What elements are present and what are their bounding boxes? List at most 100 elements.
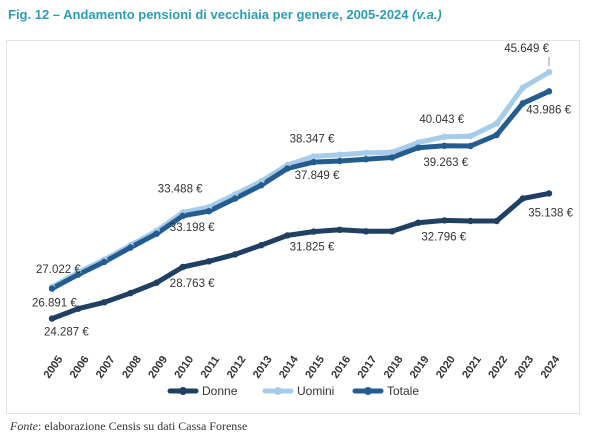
data-point-uomini-2021 (467, 133, 474, 140)
data-point-totale-2014 (284, 165, 291, 172)
data-label-donne-2020: 32.796 € (421, 231, 466, 243)
data-point-totale-2013 (258, 182, 265, 189)
legend-label-donne: Donne (202, 384, 238, 398)
x-tick-label-2023: 2023 (512, 354, 536, 381)
data-point-uomini-2024 (545, 68, 553, 76)
legend-item-uomini: Uomini (262, 384, 334, 398)
data-label-totale-2005: 26.891 € (32, 298, 77, 310)
x-tick-label-2007: 2007 (94, 354, 118, 381)
data-point-totale-2005 (48, 285, 56, 292)
data-point-totale-2008 (127, 244, 134, 251)
data-point-totale-2023 (519, 100, 526, 107)
data-label-totale-2015: 37.849 € (295, 170, 340, 182)
data-point-donne-2013 (258, 242, 265, 249)
data-point-donne-2009 (153, 279, 160, 286)
data-point-donne-2023 (519, 195, 526, 202)
x-tick-label-2005: 2005 (42, 354, 66, 381)
data-point-uomini-2022 (493, 120, 500, 127)
data-point-totale-2020 (441, 142, 448, 149)
legend-label-totale: Totale (387, 384, 419, 398)
legend-marker-uomini (274, 387, 282, 395)
data-point-uomini-2023 (519, 84, 526, 91)
figure-title-note: (v.a.) (412, 7, 442, 22)
data-point-donne-2017 (362, 228, 370, 235)
series-lines (49, 69, 552, 322)
x-tick-label-2016: 2016 (329, 354, 353, 381)
data-point-donne-2011 (205, 258, 213, 265)
legend-marker-totale (364, 387, 372, 395)
data-point-donne-2005 (48, 315, 56, 322)
data-label-totale-2020: 39.263 € (423, 157, 468, 169)
data-point-totale-2019 (415, 144, 422, 151)
source-note: Fonte: elaborazione Censis su dati Cassa… (10, 419, 247, 434)
x-tick-label-2009: 2009 (146, 354, 170, 381)
figure-title-text: Fig. 12 – Andamento pensioni di vecchiai… (8, 7, 409, 22)
data-point-donne-2020 (441, 217, 448, 224)
figure-title: Fig. 12 – Andamento pensioni di vecchiai… (8, 7, 442, 22)
data-point-donne-2015 (310, 228, 317, 235)
x-tick-label-2022: 2022 (486, 354, 510, 381)
data-point-totale-2010 (179, 212, 186, 219)
x-tick-label-2010: 2010 (172, 354, 196, 381)
data-point-totale-2006 (75, 271, 82, 278)
data-point-donne-2008 (127, 289, 134, 297)
x-tick-label-2015: 2015 (303, 354, 327, 381)
legend-item-totale: Totale (352, 384, 419, 398)
legend-marker-donne (179, 387, 187, 395)
data-point-totale-2018 (388, 154, 396, 161)
data-labels: 27.022 € 26.891 € 24.287 € 33.488 € 33.198 €… (32, 43, 574, 339)
series-points (48, 68, 553, 322)
legend-label-uomini: Uomini (297, 384, 334, 398)
data-label-totale-2010: 33.198 € (170, 222, 215, 234)
data-point-donne-2006 (75, 305, 82, 312)
x-tick-label-2018: 2018 (382, 354, 406, 381)
x-tick-label-2017: 2017 (356, 354, 380, 381)
data-label-donne-2010: 28.763 € (170, 278, 215, 290)
data-point-donne-2012 (231, 251, 239, 258)
data-point-totale-2017 (362, 156, 370, 163)
data-label-uomini-2015: 38.347 € (290, 133, 335, 145)
data-point-totale-2022 (493, 131, 500, 139)
chart-panel: 27.022 € 26.891 € 24.287 € 33.488 € 33.198 €… (6, 40, 580, 414)
data-label-donne-2024: 35.138 € (528, 207, 573, 219)
data-point-uomini-2020 (441, 133, 448, 140)
series-line-donne (49, 190, 552, 322)
data-point-totale-2007 (101, 258, 108, 266)
data-point-donne-2019 (415, 219, 422, 226)
x-tick-label-2020: 2020 (434, 354, 458, 381)
data-point-uomini-2016 (336, 151, 343, 158)
data-point-totale-2021 (467, 142, 474, 150)
data-point-donne-2014 (284, 232, 291, 239)
data-point-donne-2018 (388, 228, 396, 235)
x-axis-ticks: 2005 2006 2007 2008 2009 2010 2011 2012 2013 2014… (42, 353, 563, 381)
x-tick-label-2024: 2024 (539, 353, 563, 381)
x-tick-label-2014: 2014 (277, 353, 301, 381)
data-label-uomini-2020: 40.043 € (419, 114, 464, 126)
x-tick-label-2006: 2006 (68, 354, 92, 381)
data-point-donne-2016 (336, 226, 343, 233)
x-tick-label-2013: 2013 (251, 354, 275, 381)
data-point-donne-2007 (101, 299, 108, 306)
data-point-donne-2010 (179, 263, 186, 271)
data-label-totale-2024: 43.986 € (526, 104, 571, 116)
data-label-uomini-2024: 45.649 € (504, 43, 549, 55)
x-tick-label-2011: 2011 (199, 354, 223, 380)
legend: Donne Uomini Totale (167, 384, 419, 398)
data-point-uomini-2018 (388, 149, 396, 156)
x-tick-label-2019: 2019 (408, 354, 432, 381)
data-point-totale-2024 (545, 88, 553, 95)
data-label-uomini-2010: 33.488 € (158, 183, 203, 195)
x-tick-label-2008: 2008 (120, 354, 144, 381)
x-tick-label-2012: 2012 (225, 354, 249, 381)
data-point-uomini-2015 (310, 153, 317, 160)
data-point-totale-2012 (231, 195, 239, 202)
data-point-totale-2011 (205, 208, 213, 215)
legend-item-donne: Donne (167, 384, 238, 398)
source-label: Fonte (10, 419, 38, 433)
data-point-totale-2009 (153, 230, 160, 237)
data-point-uomini-2019 (415, 139, 422, 146)
data-point-totale-2016 (336, 157, 343, 165)
data-point-donne-2021 (467, 217, 474, 225)
data-point-donne-2022 (493, 217, 500, 225)
data-point-totale-2015 (310, 158, 317, 166)
